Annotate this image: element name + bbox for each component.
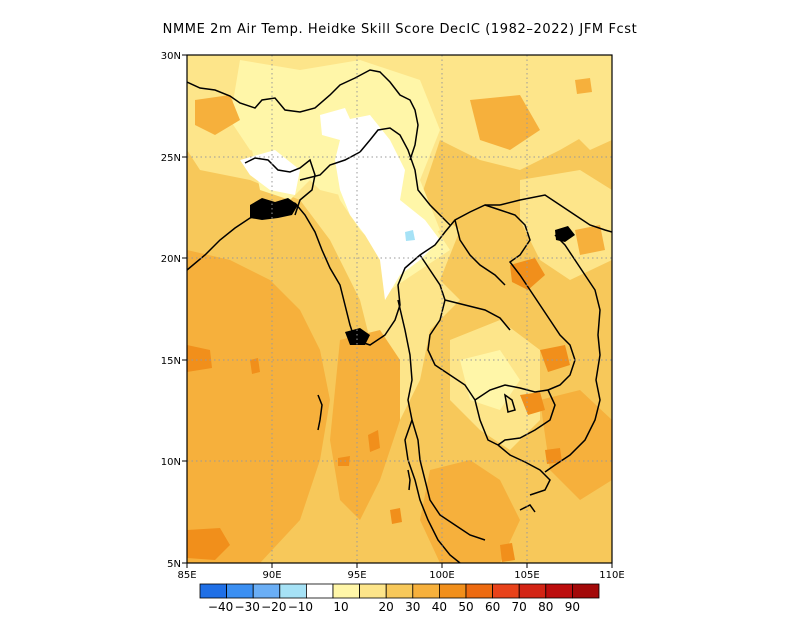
lon-tick-label: 110E xyxy=(599,570,624,581)
colorbar-swatch xyxy=(572,583,600,599)
coastlines xyxy=(187,69,612,563)
lat-tick-label: 15N xyxy=(161,356,181,367)
lon-tick-label: 100E xyxy=(429,570,454,581)
map-frame xyxy=(186,54,613,564)
colorbar-swatch xyxy=(412,583,440,599)
lat-tick-label: 10N xyxy=(161,457,181,468)
lon-tick-label: 85E xyxy=(177,570,196,581)
colorbar-label: 60 xyxy=(485,600,500,614)
colorbar-swatch xyxy=(305,583,334,599)
delta-marks xyxy=(250,198,575,345)
axis-ticks xyxy=(182,54,613,568)
colorbar-label: 10 xyxy=(333,600,348,614)
lon-tick-label: 105E xyxy=(514,570,539,581)
colorbar-label: 40 xyxy=(432,600,447,614)
lon-tick-label: 95E xyxy=(347,570,366,581)
colorbar-swatch xyxy=(226,583,254,599)
map-title: NMME 2m Air Temp. Heidke Skill Score Dec… xyxy=(162,22,638,37)
colorbar-label: 50 xyxy=(458,600,473,614)
colorbar-label: −20 xyxy=(261,600,286,614)
lat-tick-label: 20N xyxy=(161,254,181,265)
colorbar-label: −40 xyxy=(208,600,233,614)
lat-tick-label: 25N xyxy=(161,153,181,164)
colorbar-label: −30 xyxy=(235,600,260,614)
colorbar-swatch xyxy=(252,583,281,599)
colorbar-label: 90 xyxy=(565,600,580,614)
colorbar-label: −10 xyxy=(288,600,313,614)
colorbar-labels: −40 −30 −20 −10 10 20 30 40 50 60 70 80 90 xyxy=(208,600,580,614)
colorbar-swatch xyxy=(492,583,520,599)
colorbar-swatch xyxy=(518,583,547,599)
colorbar-label: 30 xyxy=(405,600,420,614)
colorbar-label: 80 xyxy=(538,600,553,614)
colorbar-label: 20 xyxy=(379,600,394,614)
colorbar-swatch xyxy=(199,583,228,599)
colorbar-swatch xyxy=(359,583,387,599)
colorbar-swatch xyxy=(545,583,573,599)
colorbar xyxy=(199,583,600,599)
lon-tick-label: 90E xyxy=(262,570,281,581)
skill-field xyxy=(187,55,612,563)
colorbar-swatch xyxy=(279,583,307,599)
lat-tick-label: 30N xyxy=(161,51,181,62)
graticule xyxy=(187,55,612,563)
colorbar-label: 70 xyxy=(512,600,527,614)
colorbar-swatch xyxy=(438,583,467,599)
colorbar-swatch xyxy=(385,583,414,599)
colorbar-swatch xyxy=(332,583,361,599)
colorbar-swatch xyxy=(465,583,494,599)
lat-tick-label: 5N xyxy=(167,559,181,570)
